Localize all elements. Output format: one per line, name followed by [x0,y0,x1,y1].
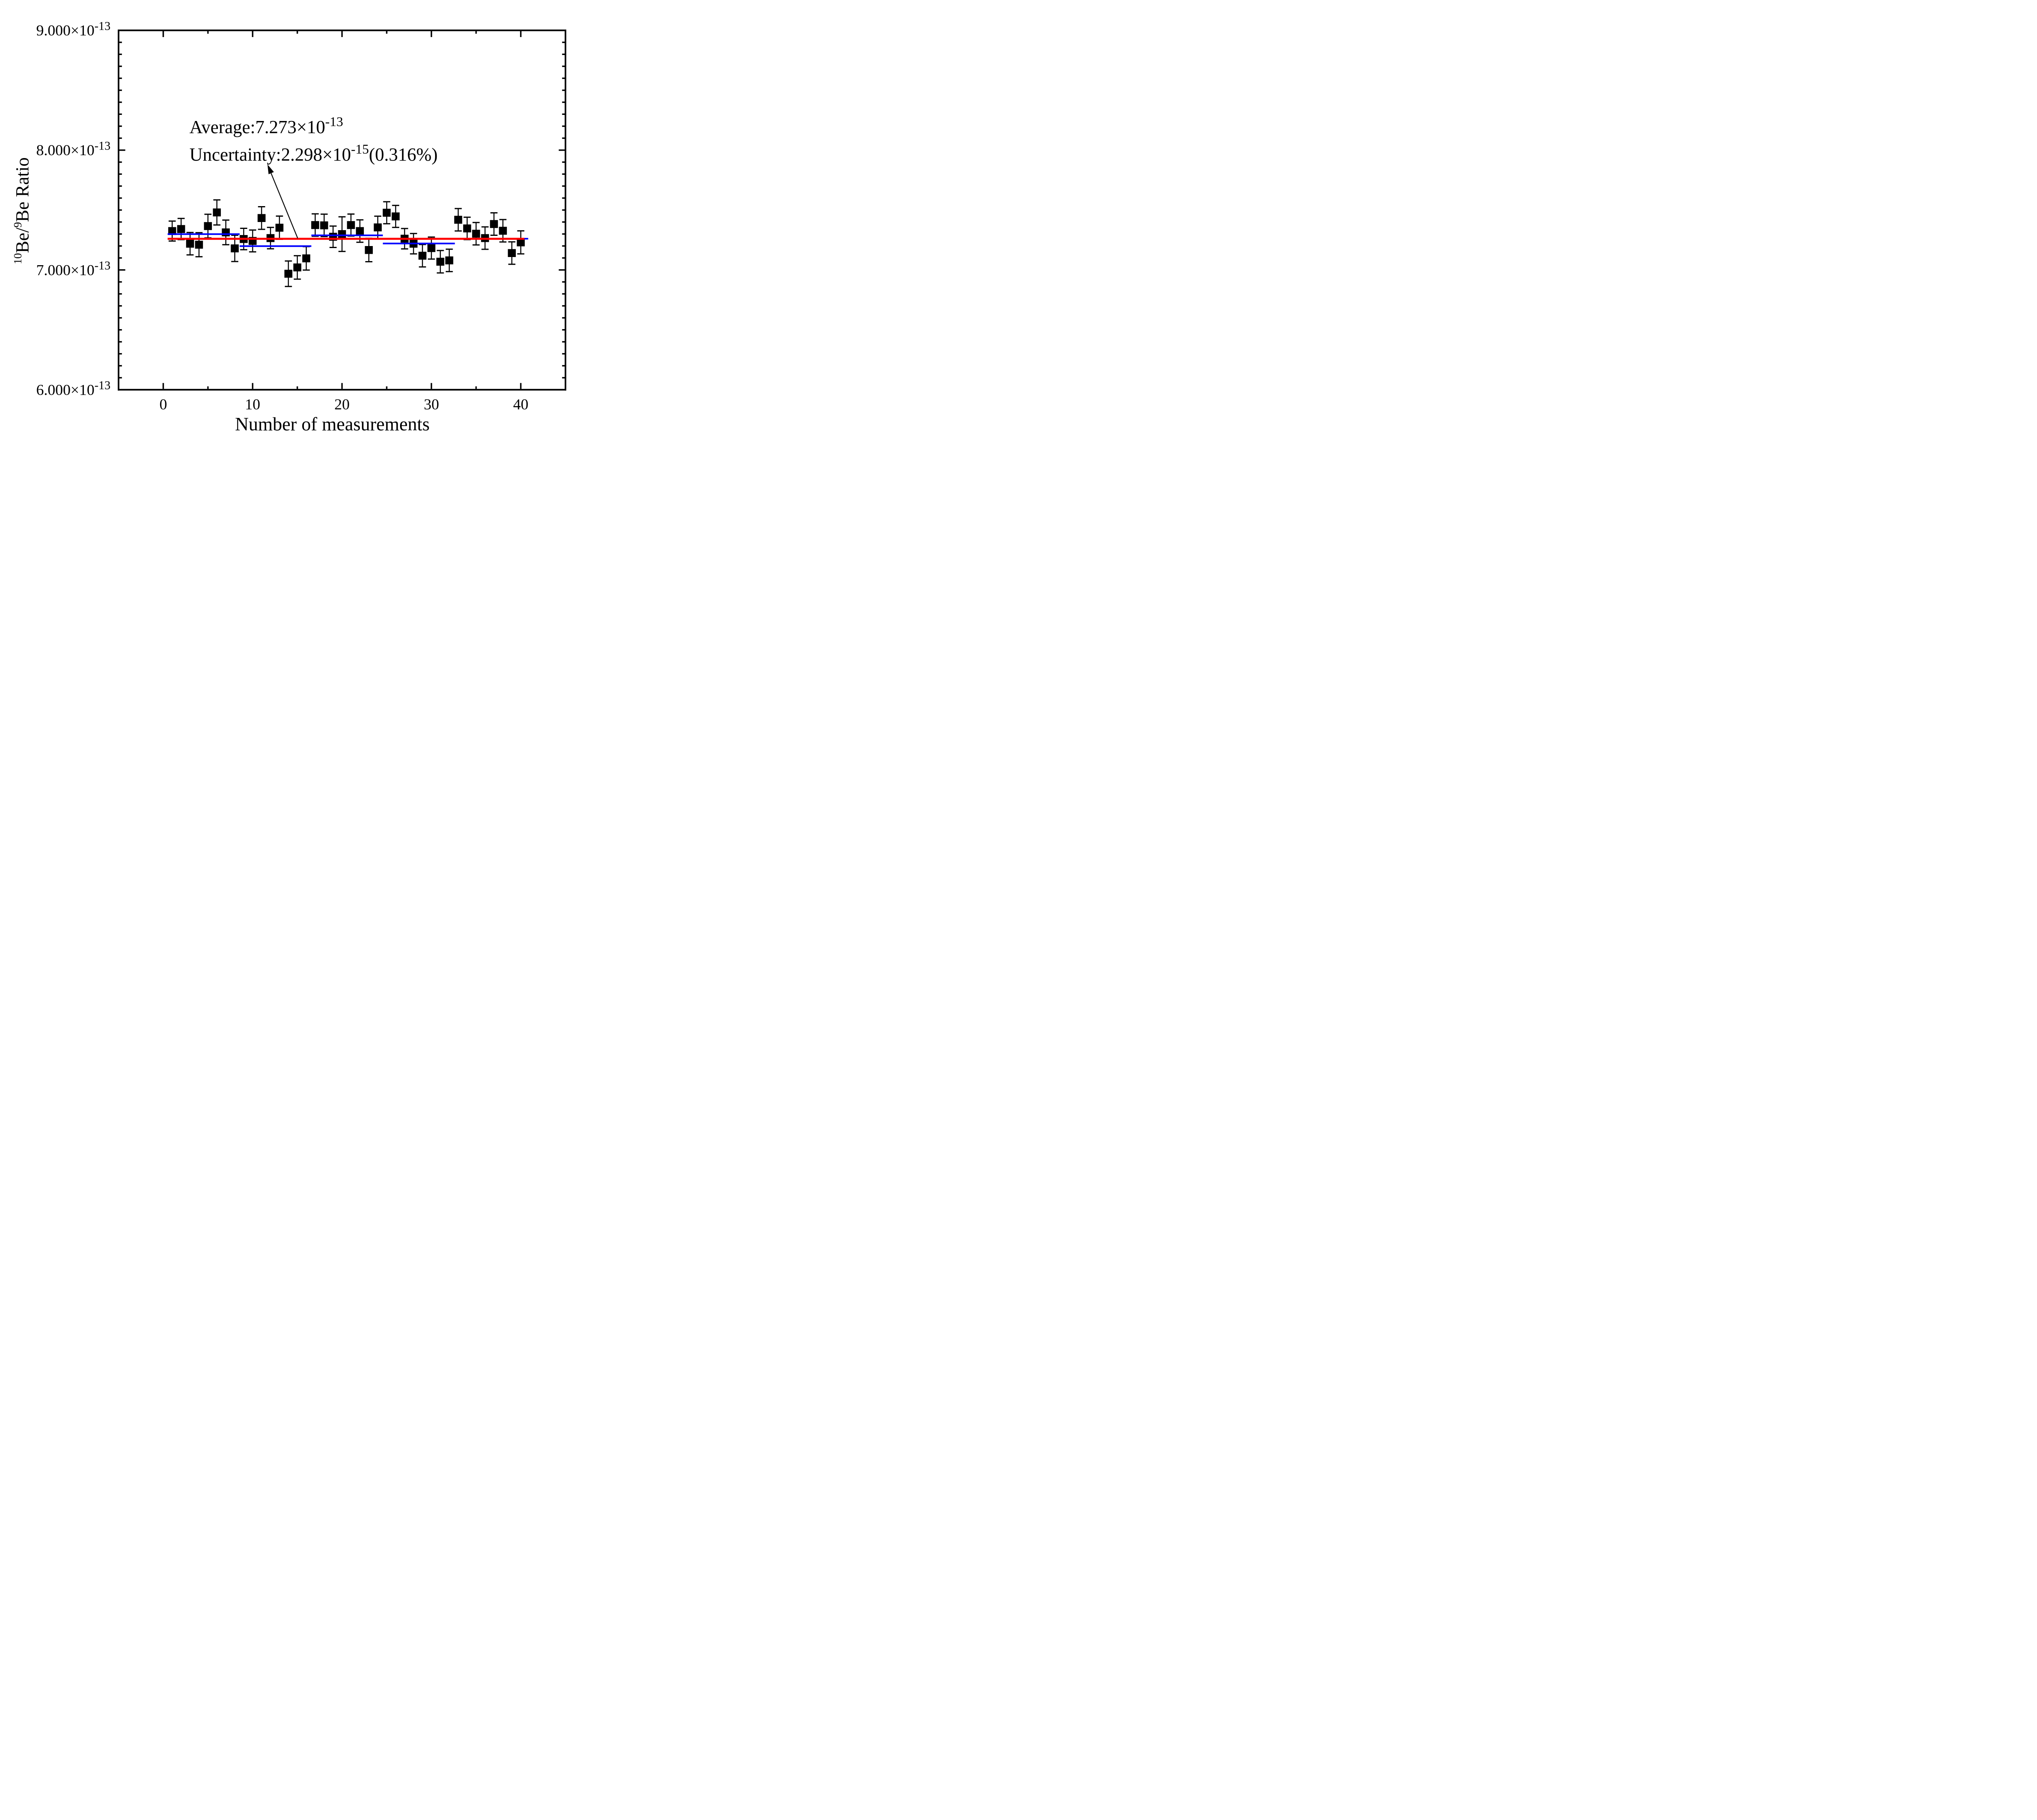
svg-text:30: 30 [424,396,439,413]
svg-text:10Be/9Be Ratio: 10Be/9Be Ratio [11,157,33,264]
svg-text:0: 0 [159,396,167,413]
svg-text:20: 20 [334,396,350,413]
svg-text:Average:7.273×10-13: Average:7.273×10-13 [189,115,343,138]
svg-text:10: 10 [245,396,260,413]
svg-text:Uncertainty:2.298×10-15(0.316%: Uncertainty:2.298×10-15(0.316%) [189,142,438,165]
svg-text:Number of measurements: Number of measurements [235,414,430,435]
svg-text:40: 40 [513,396,529,413]
